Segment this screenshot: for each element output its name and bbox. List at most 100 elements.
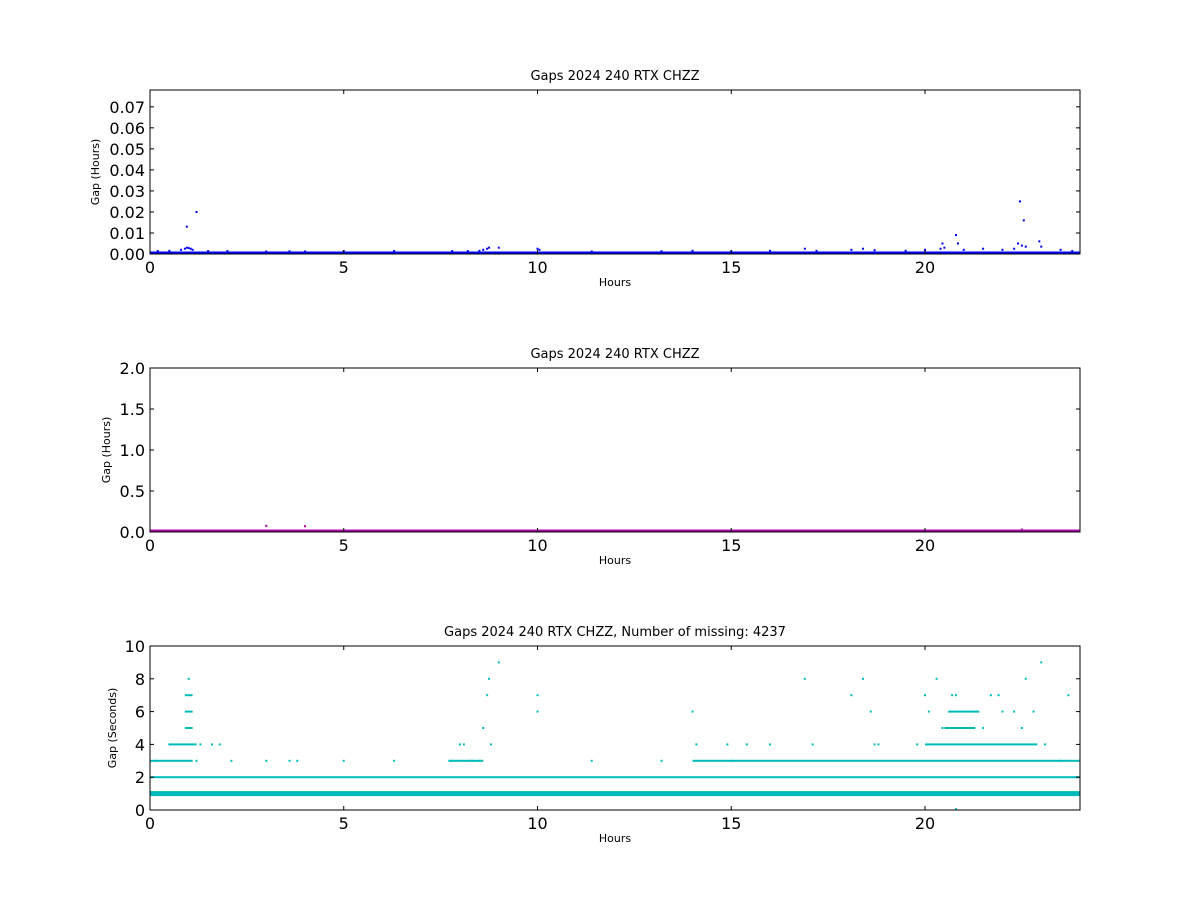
panel-1-baseline-band xyxy=(150,251,1080,254)
panel-3-x-tick-label: 5 xyxy=(339,814,349,833)
panel-1-y-tick-label: 0.01 xyxy=(109,224,145,243)
panel-3-gap-row xyxy=(184,727,193,729)
panel-3-axes-frame xyxy=(149,645,1081,811)
panel-1-data-point xyxy=(590,250,593,253)
panel-3-data-point xyxy=(265,759,268,762)
panel-3-data-point xyxy=(974,710,977,713)
panel-3-data-point xyxy=(955,694,957,697)
panel-3-data-point xyxy=(982,727,985,729)
panel-3-data-point xyxy=(691,710,694,713)
panel-1-data-point xyxy=(187,247,190,250)
panel-3-data-point xyxy=(1032,710,1035,713)
panel-3-data-point xyxy=(342,759,345,762)
panel-1-data-point xyxy=(185,225,188,228)
panel-1-data-point xyxy=(304,250,306,253)
panel-3-gap-row xyxy=(692,759,1080,762)
panel-1-x-tick-label: 20 xyxy=(915,258,935,277)
panel-2-axes-frame xyxy=(149,367,1081,533)
panel-1-data-point xyxy=(1020,244,1023,247)
panel-1-data-point xyxy=(939,247,942,250)
panel-1-data-point xyxy=(488,246,491,249)
panel-1-data-point xyxy=(536,247,539,250)
panel-3-x-tick-label: 20 xyxy=(915,814,935,833)
panel-3-title: Gaps 2024 240 RTX CHZZ, Number of missin… xyxy=(444,625,786,640)
panel-1-data-point xyxy=(168,249,171,252)
panel-3-data-point xyxy=(482,727,485,729)
panel-1-data-point xyxy=(1018,200,1021,203)
panel-1-axes-frame xyxy=(149,89,1081,255)
panel-3-ticks: 0 5 10 15 20 0 2 4 6 8 10 xyxy=(125,637,1080,833)
panel-3-y-tick-label: 0 xyxy=(135,801,145,820)
panel-3-data-point xyxy=(730,759,733,762)
panel-3-gap-row xyxy=(948,710,980,713)
panel-3-data-point xyxy=(478,759,481,762)
panel-1: Gaps 2024 240 RTX CHZZ Hours Gap (Hours)… xyxy=(89,69,1081,289)
panel-2-x-tick-label: 10 xyxy=(527,536,547,555)
panel-3-data-point xyxy=(590,759,593,762)
panel-3-data-point xyxy=(1059,759,1062,762)
panel-3-y-tick-label: 8 xyxy=(135,670,145,689)
panel-1-data-point xyxy=(185,246,188,249)
panel-3-data-point xyxy=(924,694,926,697)
panel-1-data-point xyxy=(691,249,694,252)
panel-3-data-point xyxy=(470,759,473,762)
panel-3-data-point xyxy=(850,694,853,697)
panel-1-data-point xyxy=(478,249,481,252)
panel-3-data-point xyxy=(955,808,957,811)
panel-2-ticks: 0 5 10 15 20 0.0 0.5 1.0 1.5 2.0 xyxy=(120,359,1080,555)
panel-3-data-point xyxy=(1044,743,1047,746)
panel-3-data-point xyxy=(695,743,698,746)
panel-1-data-point xyxy=(873,249,876,252)
panel-3-gap-row xyxy=(184,694,193,697)
panel-2-marks xyxy=(150,524,1080,533)
panel-3-data-point xyxy=(1020,727,1023,729)
panel-1-data-point xyxy=(924,248,926,251)
panel-3-data-point xyxy=(497,661,500,664)
panel-1-data-point xyxy=(660,250,663,253)
panel-1-y-tick-label: 0.00 xyxy=(109,245,145,264)
panel-3: Gaps 2024 240 RTX CHZZ, Number of missin… xyxy=(106,625,1081,845)
panel-3-data-point xyxy=(218,743,221,746)
panel-3-gap-row xyxy=(150,791,1080,797)
panel-3-data-point xyxy=(951,694,954,697)
panel-1-data-point xyxy=(183,247,186,250)
panel-3-gap-row xyxy=(150,759,193,762)
panel-3-data-point xyxy=(873,743,876,746)
panel-2-x-tick-label: 20 xyxy=(915,536,935,555)
panel-3-data-point xyxy=(199,743,202,746)
panel-3-data-point xyxy=(769,743,771,746)
panel-1-data-point xyxy=(1022,219,1025,222)
panel-1-data-point xyxy=(815,249,818,252)
panel-1-ticks: 0 5 10 15 20 0.00 0.01 0.02 0.03 0.04 0.05 0.06 0.07 xyxy=(109,90,1080,277)
panel-3-y-tick-label: 10 xyxy=(125,637,145,656)
panel-3-data-point xyxy=(1040,661,1043,664)
panel-3-data-point xyxy=(935,677,938,680)
panel-2-y-axis-label: Gap (Hours) xyxy=(100,417,113,484)
panel-3-data-point xyxy=(168,743,171,746)
panel-2-x-tick-label: 15 xyxy=(721,536,741,555)
panel-3-data-point xyxy=(941,727,944,729)
panel-1-y-tick-label: 0.03 xyxy=(109,182,145,201)
panel-3-y-tick-label: 6 xyxy=(135,703,145,722)
panel-3-data-point xyxy=(660,759,663,762)
panel-1-data-point xyxy=(265,250,268,253)
panel-1-data-point xyxy=(982,247,985,250)
panel-2-x-axis-label: Hours xyxy=(599,554,631,567)
panel-3-data-point xyxy=(490,743,492,746)
panel-1-data-point xyxy=(156,250,159,253)
panel-3-data-point xyxy=(1013,710,1016,713)
panel-3-x-tick-label: 0 xyxy=(145,814,155,833)
panel-3-data-point xyxy=(989,694,992,697)
panel-1-data-point xyxy=(207,250,210,253)
panel-1-data-point xyxy=(195,210,198,213)
panel-3-y-axis-label: Gap (Seconds) xyxy=(106,688,119,769)
panel-1-data-point xyxy=(451,250,454,253)
panel-1-data-point xyxy=(466,250,469,253)
panel-3-x-axis-label: Hours xyxy=(599,832,631,845)
panel-1-data-point xyxy=(1001,248,1004,251)
panel-3-data-point xyxy=(187,677,190,680)
panel-1-data-point xyxy=(393,250,396,253)
panel-2-y-tick-label: 1.0 xyxy=(120,441,145,460)
panel-3-data-point xyxy=(862,677,864,680)
